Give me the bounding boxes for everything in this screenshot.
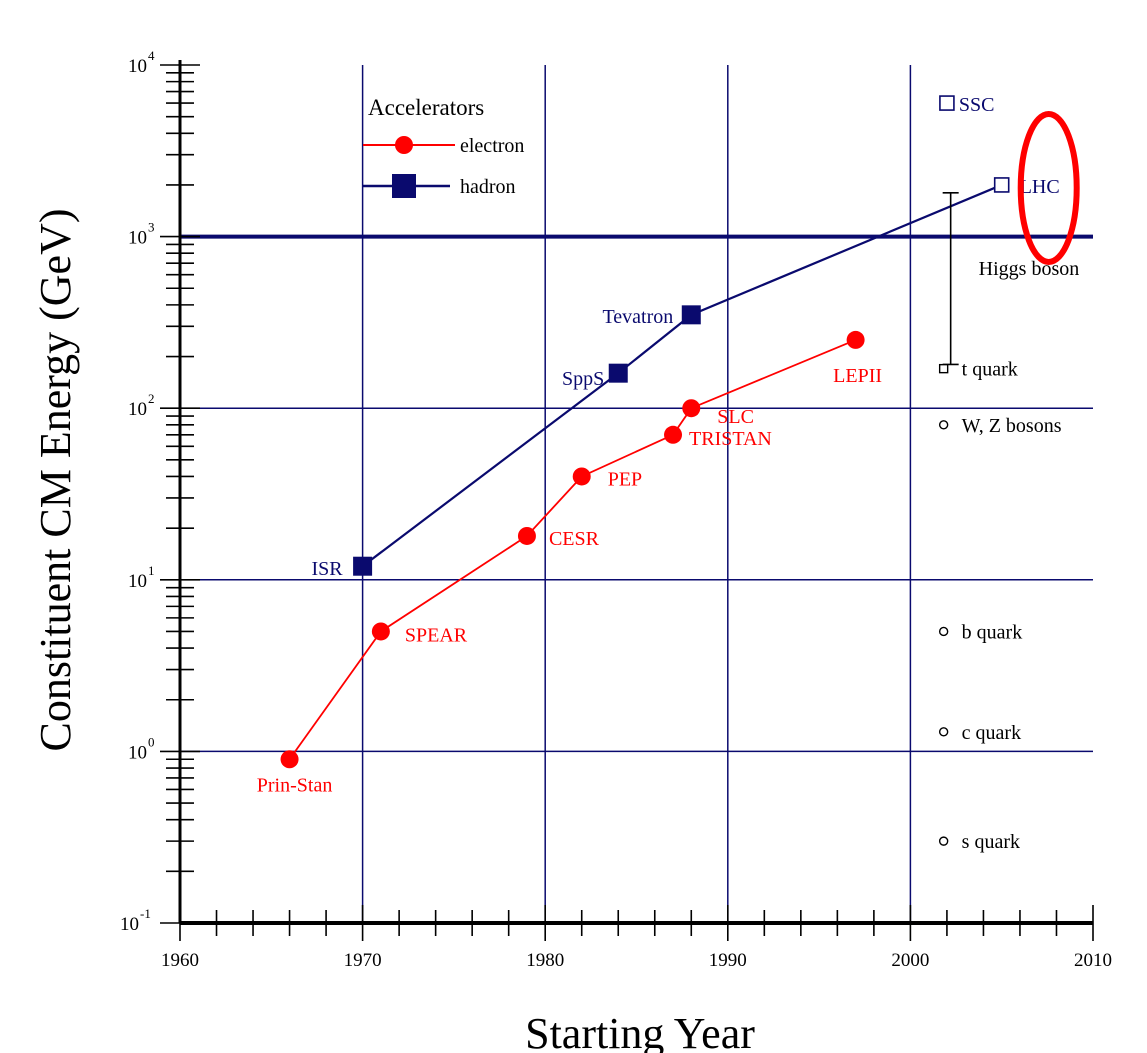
particle-marker [938, 626, 949, 637]
y-tick-base: 10 [128, 228, 147, 249]
y-tick-exp: 3 [148, 220, 155, 235]
legend-electron-marker [395, 136, 413, 154]
y-tick-exp: 0 [148, 734, 155, 749]
particle-label: W, Z bosons [962, 415, 1062, 437]
particle-marker [938, 836, 949, 846]
y-tick-label: 102 [128, 391, 155, 420]
point-tevatron [681, 305, 701, 325]
particle-marker [938, 727, 949, 737]
point-pep [572, 467, 591, 486]
x-tick-label: 2000 [891, 950, 929, 971]
point-label-lhc: LHC [1020, 176, 1060, 198]
y-tick-label: 100 [128, 734, 155, 763]
y-tick-label: 104 [128, 48, 155, 77]
point-label-slc: SLC [717, 406, 754, 428]
y-tick-base: 10 [120, 914, 139, 935]
point-isr [353, 556, 373, 576]
point-label-ssc: SSC [959, 94, 995, 116]
y-axis-label: Constituent CM Energy (GeV) [31, 208, 80, 751]
point-ssc [939, 95, 955, 111]
point-label-isr: ISR [311, 558, 343, 580]
y-tick-exp: 1 [148, 563, 155, 578]
point-tristan [664, 425, 683, 444]
point-label-spps: SppS [562, 368, 604, 390]
legend-title: Accelerators [368, 95, 484, 120]
legend-hadron-marker [392, 174, 416, 198]
y-tick-exp: -1 [140, 906, 151, 921]
y-tick-base: 10 [128, 399, 147, 420]
point-prin-stan [280, 750, 299, 769]
particle-label: b quark [962, 621, 1023, 643]
x-tick-label: 2010 [1074, 950, 1112, 971]
y-tick-label: 101 [128, 563, 155, 592]
point-label-tevatron: Tevatron [602, 306, 673, 328]
y-tick-label: 10-1 [120, 906, 151, 935]
y-tick-base: 10 [128, 56, 147, 77]
y-tick-exp: 2 [148, 391, 155, 406]
annotations: SSC Higgs boson t quark W, Z bosons b quark c… [938, 94, 1080, 853]
axes: 1960 1970 1980 1990 2000 201010-1100101102103… [120, 48, 1112, 971]
particle-marker [938, 363, 949, 374]
higgs-label: Higgs boson [979, 258, 1080, 280]
point-label-lepii: LEPII [833, 365, 882, 387]
point-label-prin-stan: Prin-Stan [257, 774, 333, 796]
grid [180, 65, 1093, 923]
x-tick-label: 1980 [526, 950, 564, 971]
x-tick-label: 1960 [161, 950, 199, 971]
point-spps [608, 363, 628, 383]
x-axis-label: Starting Year [525, 1009, 755, 1053]
legend: Accelerators electron hadron [363, 95, 524, 198]
particle-label: t quark [962, 359, 1018, 381]
legend-electron-label: electron [460, 135, 524, 157]
point-label-tristan: TRISTAN [689, 428, 772, 450]
point-lhc [993, 177, 1010, 193]
legend-hadron-label: hadron [460, 176, 516, 198]
series-line-hadron [361, 183, 1003, 568]
y-tick-exp: 4 [148, 48, 155, 63]
y-tick-label: 103 [128, 220, 155, 249]
particle-label: s quark [962, 831, 1020, 853]
point-spear [371, 622, 390, 641]
lhc-highlight-ellipse [1017, 110, 1080, 265]
point-label-cesr: CESR [549, 528, 600, 550]
x-tick-label: 1970 [344, 950, 382, 971]
point-lepii [846, 330, 865, 349]
particle-label: c quark [962, 722, 1021, 744]
y-tick-base: 10 [128, 742, 147, 763]
particle-marker [938, 420, 949, 430]
point-cesr [517, 526, 536, 545]
y-tick-base: 10 [128, 571, 147, 592]
point-slc [682, 399, 701, 418]
x-tick-label: 1990 [709, 950, 747, 971]
point-label-spear: SPEAR [405, 624, 468, 646]
point-label-pep: PEP [608, 468, 642, 490]
